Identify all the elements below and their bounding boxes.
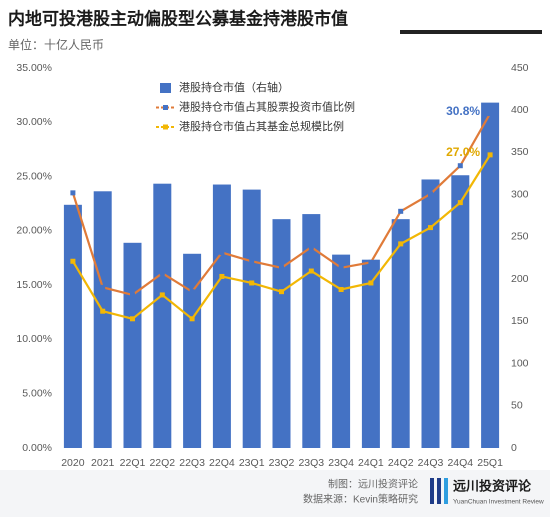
marker	[308, 268, 314, 274]
bar	[183, 253, 202, 448]
logo-icon	[430, 478, 434, 504]
y-tick-label: 15.00%	[16, 279, 52, 291]
x-tick-label: 22Q3	[179, 457, 205, 469]
bar	[332, 254, 351, 448]
x-tick-label: 24Q2	[388, 457, 414, 469]
y2-tick-label: 200	[511, 273, 529, 285]
footer-text: 数据来源：Kevin策略研究	[303, 493, 418, 506]
bar	[391, 219, 410, 448]
y2-tick-label: 300	[511, 188, 529, 200]
x-tick-label: 22Q1	[120, 457, 146, 469]
legend-swatch	[160, 83, 171, 93]
x-tick-label: 23Q3	[298, 457, 324, 469]
marker	[249, 280, 255, 286]
marker	[70, 258, 76, 264]
x-tick-label: 25Q1	[477, 457, 503, 469]
y-tick-label: 10.00%	[16, 333, 52, 345]
legend-label: 港股持仓市值占其基金总规模比例	[179, 119, 344, 133]
logo: 远川投资评论 YuanChuan Investment Review	[430, 478, 544, 506]
bar	[212, 184, 231, 449]
x-tick-label: 24Q1	[358, 457, 384, 469]
marker	[279, 265, 284, 271]
marker	[338, 265, 344, 271]
legend-label: 港股持仓市值（右轴）	[179, 80, 289, 94]
marker	[70, 190, 76, 196]
marker	[457, 163, 463, 169]
marker	[338, 286, 344, 292]
data-label: 27.0%	[446, 145, 480, 159]
marker	[368, 280, 374, 286]
y-tick-label: 20.00%	[16, 225, 52, 237]
x-tick-label: 23Q4	[328, 457, 354, 469]
y-tick-label: 25.00%	[16, 170, 52, 182]
marker	[249, 258, 255, 264]
logo-icon	[437, 478, 441, 504]
x-tick-label: 2020	[61, 457, 85, 469]
marker	[100, 308, 106, 314]
bar	[242, 189, 261, 448]
bar	[481, 102, 500, 448]
footer-text: 制图：远川投资评论	[328, 478, 418, 491]
bar	[153, 183, 172, 448]
x-tick-label: 23Q1	[239, 457, 265, 469]
marker	[398, 241, 404, 247]
marker	[279, 289, 284, 295]
y2-tick-label: 0	[511, 442, 517, 454]
marker	[308, 244, 314, 250]
x-tick-label: 24Q3	[418, 457, 444, 469]
bar	[123, 242, 142, 448]
bar	[421, 179, 440, 448]
marker	[428, 191, 433, 197]
legend-label: 港股持仓市值占其股票投资市值比例	[179, 99, 355, 113]
marker	[487, 111, 493, 117]
marker	[368, 259, 374, 265]
marker	[159, 292, 165, 298]
y-tick-label: 5.00%	[22, 387, 52, 399]
y2-tick-label: 50	[511, 400, 523, 412]
y2-tick-label: 250	[511, 231, 529, 243]
y-tick-label: 30.00%	[16, 116, 52, 128]
x-tick-label: 2021	[91, 457, 115, 469]
x-tick-label: 23Q2	[269, 457, 295, 469]
legend-marker	[163, 124, 168, 130]
data-label: 30.8%	[446, 104, 480, 118]
marker	[189, 316, 195, 322]
marker	[100, 284, 106, 290]
marker	[159, 270, 165, 276]
bar	[93, 191, 112, 449]
x-tick-label: 22Q2	[149, 457, 175, 469]
y2-tick-label: 450	[511, 62, 529, 74]
bar	[451, 175, 470, 448]
y2-tick-label: 150	[511, 315, 529, 327]
marker	[487, 152, 493, 158]
logo-name: 远川投资评论	[453, 478, 532, 493]
marker	[219, 273, 225, 279]
logo-icon	[444, 478, 448, 504]
y-tick-label: 0.00%	[22, 442, 52, 454]
marker	[219, 250, 225, 256]
legend-marker	[163, 105, 168, 110]
title-rule	[400, 30, 542, 34]
y2-tick-label: 400	[511, 104, 529, 116]
x-tick-label: 22Q4	[209, 457, 235, 469]
footer-band	[0, 470, 550, 517]
marker	[457, 200, 463, 206]
marker	[428, 225, 433, 231]
x-tick-label: 24Q4	[447, 457, 473, 469]
marker	[130, 292, 135, 298]
chart-title: 内地可投港股主动偏股型公募基金持港股市值	[8, 8, 348, 28]
marker	[130, 316, 135, 322]
y2-tick-label: 350	[511, 146, 529, 158]
logo-tagline: YuanChuan Investment Review	[453, 499, 544, 506]
y-tick-label: 35.00%	[16, 62, 52, 74]
marker	[189, 289, 195, 295]
bar	[272, 219, 291, 448]
marker	[398, 208, 404, 214]
y2-tick-label: 100	[511, 357, 529, 369]
bar	[63, 204, 82, 448]
bar	[361, 259, 380, 448]
chart-subtitle: 单位：十亿人民币	[8, 37, 104, 52]
